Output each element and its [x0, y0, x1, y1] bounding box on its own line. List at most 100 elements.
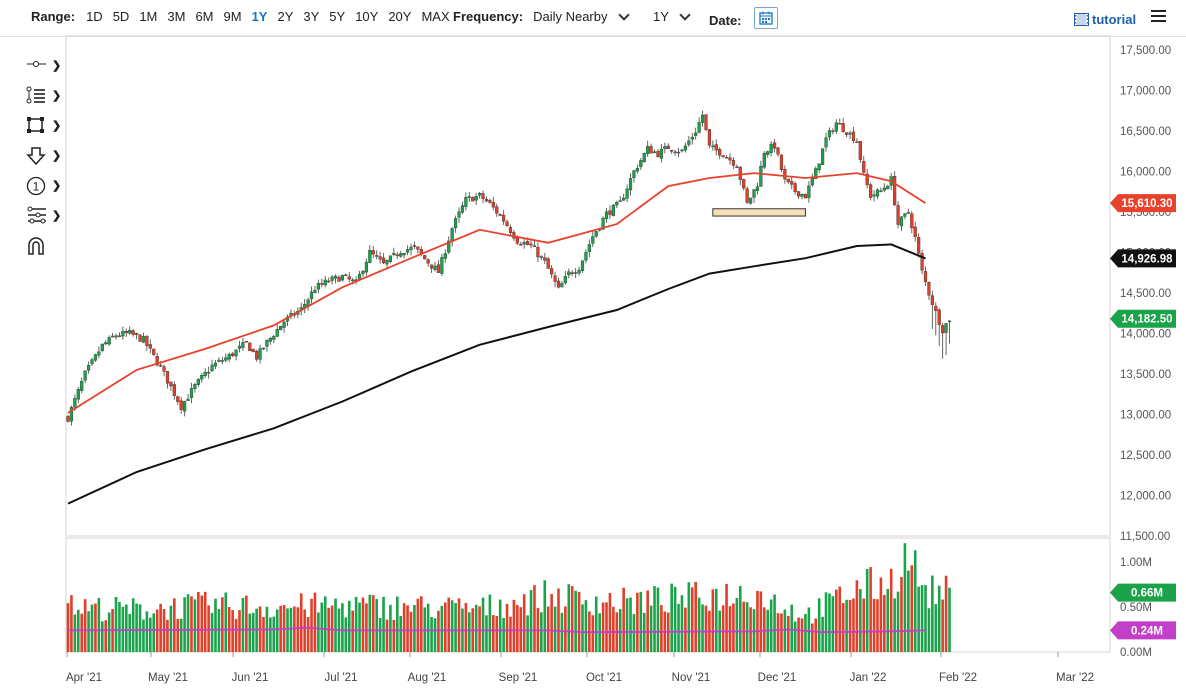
range-button-5y[interactable]: 5Y	[329, 9, 346, 24]
volume-bar	[557, 588, 560, 652]
range-button-3y[interactable]: 3Y	[303, 9, 320, 24]
candle-body	[141, 336, 146, 343]
candle-body	[772, 142, 777, 149]
range-button-5d[interactable]: 5D	[112, 9, 130, 24]
crosshair-tool-button[interactable]: ❯	[26, 56, 62, 78]
candle-body	[858, 141, 862, 160]
volume-bar	[303, 609, 306, 652]
candle-body	[193, 384, 197, 389]
volume-bar	[745, 602, 749, 652]
candle-body	[831, 130, 835, 133]
frequency-value[interactable]: Daily Nearby	[533, 9, 608, 24]
candle-body	[913, 226, 917, 237]
period-value[interactable]: 1Y	[653, 9, 669, 24]
candle-body	[347, 276, 351, 280]
volume-bar	[821, 616, 824, 652]
volume-bar	[419, 596, 423, 652]
candle-body	[97, 351, 101, 356]
range-button-9m[interactable]: 9M	[223, 9, 242, 24]
volume-bar	[200, 595, 204, 652]
rectangle-tool-button[interactable]: ❯	[26, 116, 62, 138]
range-button-10y[interactable]: 10Y	[355, 9, 379, 24]
candle-body	[131, 330, 135, 335]
candle-body	[676, 151, 681, 154]
candle-body	[567, 271, 571, 276]
volume-bar	[855, 580, 859, 652]
candle-body	[80, 381, 84, 391]
candle-body	[429, 264, 434, 269]
range-button-3m[interactable]: 3M	[167, 9, 186, 24]
count-tool-button[interactable]: 1 ❯	[26, 176, 62, 198]
calendar-icon[interactable]	[753, 7, 778, 29]
candle-body	[536, 247, 540, 258]
candle-body	[378, 256, 382, 260]
volume-bar	[876, 599, 879, 652]
volume-bar	[485, 615, 488, 652]
candle-body	[107, 337, 111, 345]
candle-body	[574, 272, 578, 274]
volume-bar	[87, 611, 90, 652]
line-tool-button[interactable]: ❯	[26, 86, 62, 108]
volume-bar	[824, 592, 828, 652]
fibonacci-tool-button[interactable]: ❯	[26, 206, 62, 228]
candle-body	[635, 168, 639, 172]
hamburger-menu-icon[interactable]	[1151, 10, 1166, 25]
volume-bar	[341, 603, 344, 652]
volume-bar	[138, 604, 142, 652]
candle-body	[769, 143, 773, 153]
volume-bar	[756, 590, 759, 652]
magnet-tool-button[interactable]	[26, 236, 62, 258]
frequency-selector[interactable]: Frequency: Daily Nearby	[453, 9, 636, 24]
volume-bar	[522, 594, 526, 652]
range-button-1d[interactable]: 1D	[86, 9, 103, 24]
candle-body	[882, 187, 886, 191]
volume-bar	[529, 590, 533, 652]
range-button-20y[interactable]: 20Y	[388, 9, 412, 24]
volume-bar	[917, 586, 920, 652]
volume-bar	[310, 598, 313, 652]
range-button-1m[interactable]: 1M	[139, 9, 158, 24]
candle-body	[855, 141, 859, 144]
volume-bar	[80, 613, 84, 652]
candle-body	[316, 283, 320, 290]
y-tick-label: 14,000.00	[1120, 329, 1171, 341]
x-tick-label: Feb '22	[939, 672, 977, 684]
candle-body	[114, 335, 118, 338]
candle-body	[604, 211, 609, 219]
volume-bar	[320, 602, 324, 652]
candle-body	[207, 371, 211, 374]
candle-body	[618, 200, 622, 202]
candle-body	[659, 148, 663, 159]
candle-body	[330, 276, 334, 281]
tutorial-label[interactable]: tutorial	[1092, 12, 1137, 27]
volume-bar	[714, 588, 718, 652]
volume-bar	[488, 594, 492, 652]
y-tick-label: 14,500.00	[1120, 288, 1171, 300]
volume-bar	[104, 620, 108, 652]
range-button-2y[interactable]: 2Y	[277, 9, 294, 24]
candle-body	[944, 323, 948, 333]
range-button-1y[interactable]: 1Y	[251, 9, 268, 24]
volume-bar	[70, 595, 73, 652]
volume-bar	[478, 606, 481, 652]
volume-bar	[73, 614, 77, 652]
range-button-max[interactable]: MAX	[421, 9, 450, 24]
candle-body	[110, 335, 115, 338]
arrow-tool-button[interactable]: ❯	[26, 146, 62, 168]
tutorial-link[interactable]: tutorial	[1074, 12, 1136, 27]
volume-bar	[176, 619, 180, 652]
volume-bar	[639, 591, 643, 652]
period-selector[interactable]: 1Y	[653, 9, 697, 24]
candle-body	[381, 257, 386, 264]
volume-bar	[886, 588, 890, 652]
range-button-6m[interactable]: 6M	[195, 9, 214, 24]
volume-bar	[107, 612, 111, 652]
y-tick-label: 13,500.00	[1120, 369, 1171, 381]
candle-body	[279, 325, 283, 331]
volume-bar	[371, 595, 375, 652]
candle-body	[714, 144, 718, 151]
candle-body	[718, 149, 722, 156]
candle-body	[265, 339, 269, 347]
candle-body	[83, 370, 87, 381]
volume-bar	[203, 591, 207, 652]
